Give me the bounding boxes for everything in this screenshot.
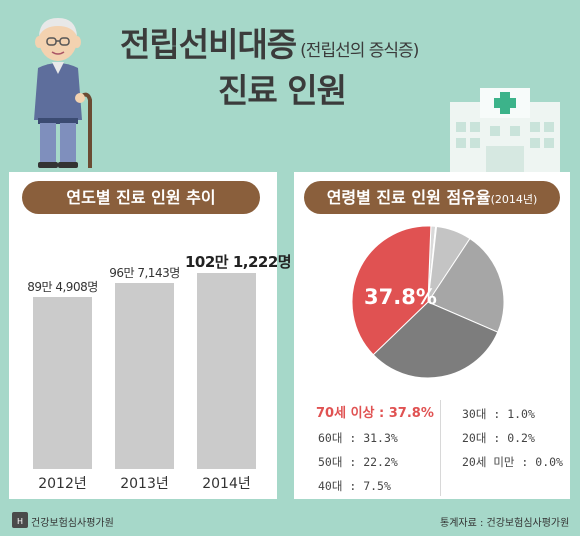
legend-item-50s: 50대 : 22.2% — [318, 455, 398, 469]
bar-value-label: 96만 7,143명 — [109, 266, 180, 280]
age-share-title: 연령별 진료 인원 점유율(2014년) — [304, 181, 560, 214]
page-subtitle: 진료 인원 — [218, 71, 347, 110]
hira-logo-icon: H — [12, 512, 28, 528]
bar-2013년 — [115, 283, 174, 469]
svg-text:H: H — [17, 517, 23, 526]
page-title: 전립선비대증 (전립선의 증식증) — [120, 25, 419, 64]
legend-item-70plus: 70세 이상 : 37.8% — [316, 406, 434, 421]
pie-slice-50대 — [427, 237, 505, 333]
footer-logo-text: 건강보험심사평가원 — [31, 518, 114, 529]
bar-value-label: 102만 1,222명 — [185, 253, 292, 271]
bar-value-label: 89만 4,908명 — [27, 280, 98, 294]
age-share-title-year: (2014년) — [490, 193, 538, 206]
bar-2014년 — [197, 273, 256, 469]
hospital-illustration — [450, 88, 560, 172]
bar-category-label: 2013년 — [120, 476, 169, 492]
pie-chart — [351, 225, 505, 379]
yearly-chart-title: 연도별 진료 인원 추이 — [22, 181, 260, 214]
bar-category-label: 2012년 — [38, 476, 87, 492]
legend-item-under20: 20세 미만 : 0.0% — [462, 455, 563, 469]
pie-highlight-label: 37.8% — [364, 285, 437, 309]
bar-category-label: 2014년 — [202, 476, 251, 492]
pie-slice-60대 — [372, 301, 499, 379]
elderly-man-illustration — [34, 18, 92, 168]
legend-divider — [440, 400, 441, 496]
legend-item-30s: 30대 : 1.0% — [462, 407, 535, 421]
page-title-sub: (전립선의 증식증) — [300, 41, 419, 61]
bar-2012년 — [33, 297, 92, 469]
pie-slice-70세 이상 — [351, 225, 432, 356]
bar-chart: 89만 4,908명 2012년 96만 7,143명 2013년 102만 1,222… — [9, 214, 292, 499]
legend-item-40s: 40대 : 7.5% — [318, 479, 391, 493]
age-share-title-text: 연령별 진료 인원 점유율 — [326, 188, 491, 207]
legend-item-60s: 60대 : 31.3% — [318, 431, 398, 445]
legend-item-20s: 20대 : 0.2% — [462, 431, 535, 445]
footer-source: 통계자료 : 건강보험심사평가원 — [440, 518, 570, 529]
